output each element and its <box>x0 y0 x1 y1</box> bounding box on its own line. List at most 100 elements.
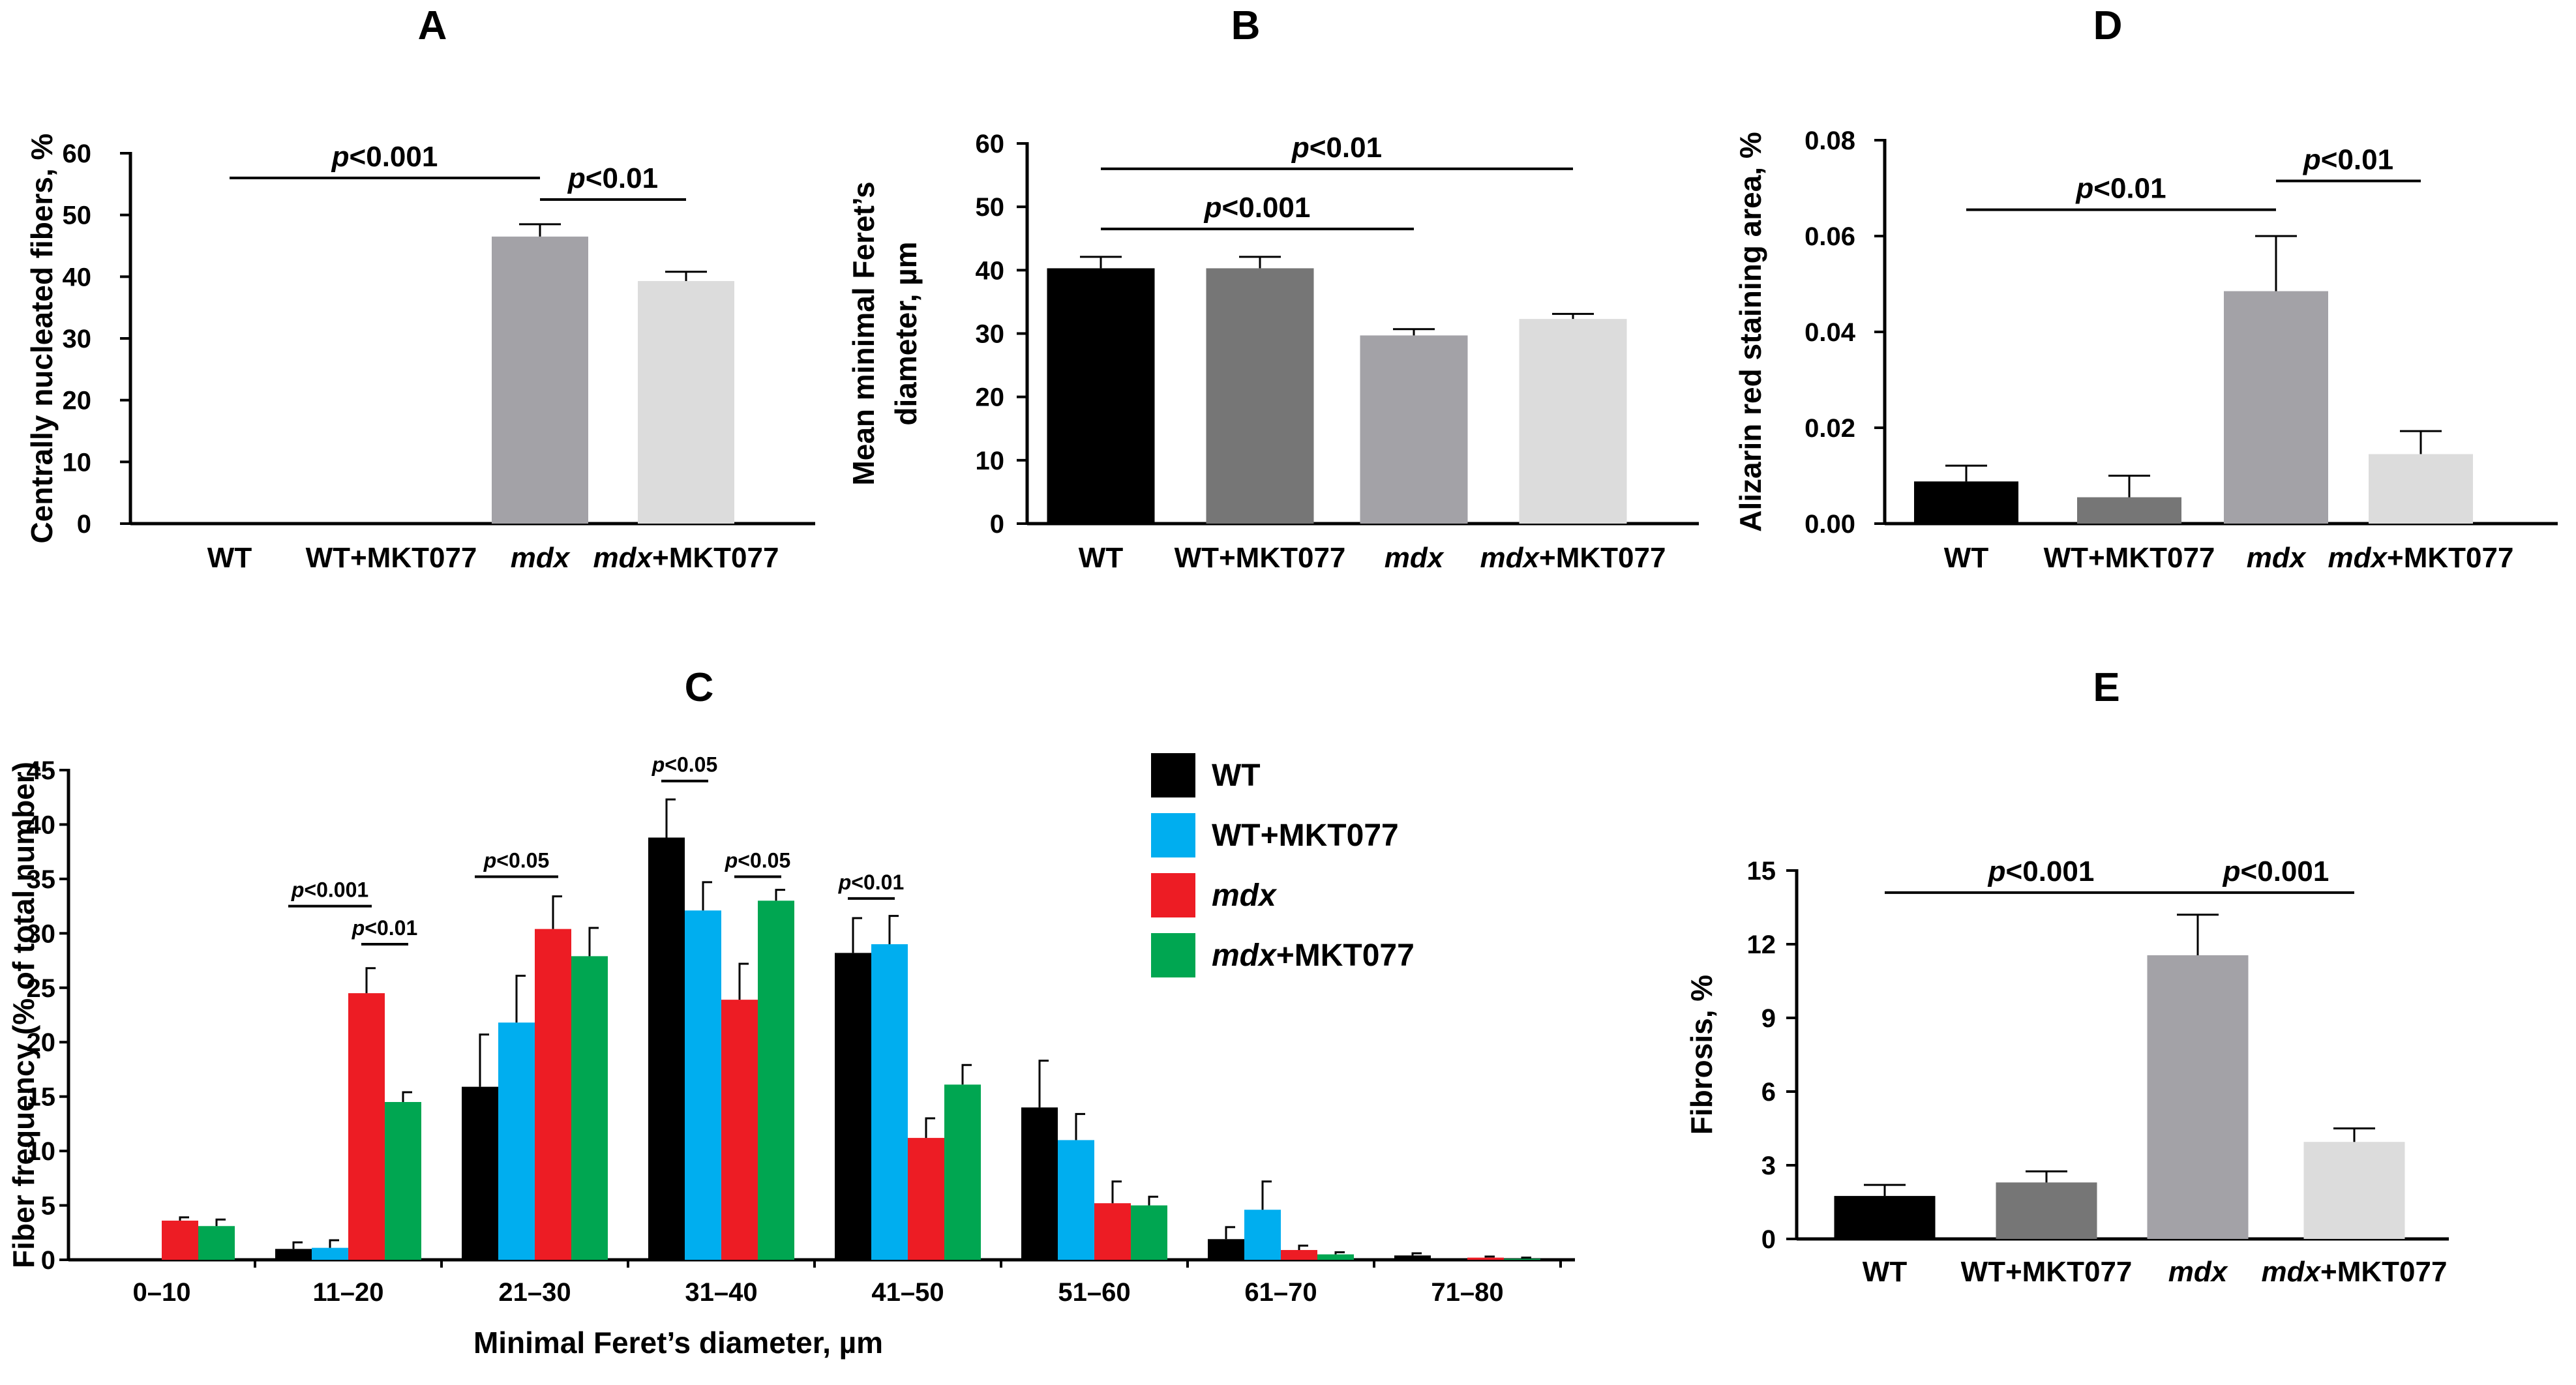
error-bar <box>1521 1257 1531 1259</box>
error-bar <box>1225 1226 1235 1240</box>
bar-wt-mkt077 <box>871 944 908 1260</box>
y-tick-label: 0 <box>990 510 1004 539</box>
y-tick-label: 40 <box>976 256 1005 285</box>
significance-label: p<0.001 <box>291 878 368 902</box>
bar-wt <box>648 837 685 1260</box>
bar <box>2077 497 2181 524</box>
x-tick-label: mdx+MKT077 <box>1480 542 1666 574</box>
error-bar <box>519 223 561 237</box>
error-bar <box>365 967 376 994</box>
y-tick-label: 0 <box>77 510 91 539</box>
x-tick-label: WT+MKT077 <box>1961 1256 2133 1288</box>
x-tick-label-rest: WT <box>1863 1256 1908 1288</box>
error-bar <box>1552 312 1594 320</box>
bar-wt-mkt077 <box>498 1022 535 1260</box>
error-bar <box>1334 1251 1345 1255</box>
x-axis-label: Minimal Feret’s diameter, µm <box>473 1326 883 1360</box>
bar-mdx-mkt077 <box>1317 1254 1354 1260</box>
x-tick-label-rest: +MKT077 <box>2387 542 2513 574</box>
error-bar <box>1261 1180 1272 1210</box>
error-bar <box>1075 1112 1085 1140</box>
significance-label: p<0.05 <box>483 849 550 872</box>
significance-label: p<0.01 <box>2303 143 2393 175</box>
error-bar <box>292 1241 303 1249</box>
significance-label-rest: <0.001 <box>2241 856 2329 887</box>
bar-mdx <box>1467 1257 1504 1260</box>
legend-label: WT <box>1212 758 1261 793</box>
significance-label: p<0.01 <box>567 162 658 194</box>
x-tick-label-rest: WT <box>1944 542 1989 574</box>
y-tick-label: 40 <box>63 263 92 291</box>
legend-swatch <box>1151 933 1195 977</box>
error-bar <box>1393 328 1435 336</box>
significance-label: p<0.05 <box>651 753 718 777</box>
legend-label: WT+MKT077 <box>1212 818 1399 853</box>
x-tick-label: 21–30 <box>498 1278 571 1307</box>
error-bar <box>2400 430 2442 454</box>
x-tick-label: 51–60 <box>1058 1278 1130 1307</box>
y-tick-label: 50 <box>976 193 1005 222</box>
significance-label-italic: p <box>331 141 350 173</box>
y-tick-label: 0.06 <box>1805 222 1855 251</box>
bar-wt-mkt077 <box>312 1247 348 1260</box>
x-tick-label: mdx <box>1385 542 1445 574</box>
significance-label: p<0.01 <box>838 871 905 894</box>
y-tick-label: 60 <box>976 130 1005 158</box>
y-tick-label: 15 <box>1747 857 1776 886</box>
error-bar <box>925 1117 935 1139</box>
significance-label-italic: p <box>567 162 586 194</box>
x-tick-label: mdx <box>2247 542 2307 574</box>
legend-label: mdx+MKT077 <box>1212 938 1415 973</box>
x-tick-label-rest: WT+MKT077 <box>1961 1256 2133 1288</box>
x-tick-label-rest: +MKT077 <box>652 542 779 574</box>
x-tick-label: 71–80 <box>1431 1278 1503 1307</box>
bar-wt <box>275 1249 312 1260</box>
bar <box>2303 1142 2405 1239</box>
y-tick-label: 0.08 <box>1805 127 1855 155</box>
bar-mdx-mkt077 <box>198 1226 235 1260</box>
y-axis-label: Alizarin red staining area, % <box>1733 132 1767 532</box>
bar-mdx-mkt077 <box>944 1084 981 1260</box>
bar <box>1996 1182 2097 1239</box>
x-tick-label: mdx+MKT077 <box>593 542 779 574</box>
x-tick-label-italic: mdx <box>2168 1256 2228 1288</box>
error-bar <box>2026 1170 2067 1183</box>
error-bar <box>1038 1060 1049 1108</box>
bar-wt-mkt077 <box>1058 1140 1094 1260</box>
bar <box>1519 319 1627 524</box>
bar-mdx-mkt077 <box>758 901 794 1260</box>
significance-label-rest: <0.05 <box>665 753 717 777</box>
error-bar <box>1298 1244 1308 1250</box>
y-tick-label: 30 <box>976 320 1005 349</box>
error-bar <box>1484 1255 1495 1258</box>
significance-label: p<0.01 <box>352 916 418 940</box>
significance-label-italic: p <box>725 849 738 872</box>
error-bar <box>1945 464 1987 482</box>
significance-label-rest: <0.01 <box>586 162 658 194</box>
significance-label-rest: <0.01 <box>851 871 904 894</box>
y-tick-label: 6 <box>1761 1078 1776 1107</box>
x-tick-label: 31–40 <box>685 1278 757 1307</box>
bar-wt <box>1208 1239 1244 1260</box>
error-bar <box>479 1034 489 1087</box>
significance-label-rest: <0.001 <box>1222 192 1311 224</box>
error-bar <box>2177 914 2219 955</box>
significance-label-italic: p <box>483 849 497 872</box>
error-bar <box>329 1239 339 1248</box>
error-bar <box>2108 475 2150 498</box>
significance-label-rest: <0.05 <box>738 849 790 872</box>
x-tick-label-rest: WT <box>207 542 252 574</box>
significance-label: p<0.01 <box>2075 173 2166 205</box>
bar <box>1047 268 1155 524</box>
legend-swatch <box>1151 753 1195 797</box>
bar-wt <box>1021 1107 1058 1260</box>
significance-label: p<0.05 <box>725 849 791 872</box>
y-tick-label: 60 <box>63 140 92 168</box>
y-tick-label: 40 <box>27 811 56 839</box>
y-tick-label: 25 <box>27 974 56 1003</box>
x-tick-label: WT <box>207 542 252 574</box>
y-axis-label: Fibrosis, % <box>1685 975 1718 1135</box>
bar-mdx <box>535 929 571 1260</box>
